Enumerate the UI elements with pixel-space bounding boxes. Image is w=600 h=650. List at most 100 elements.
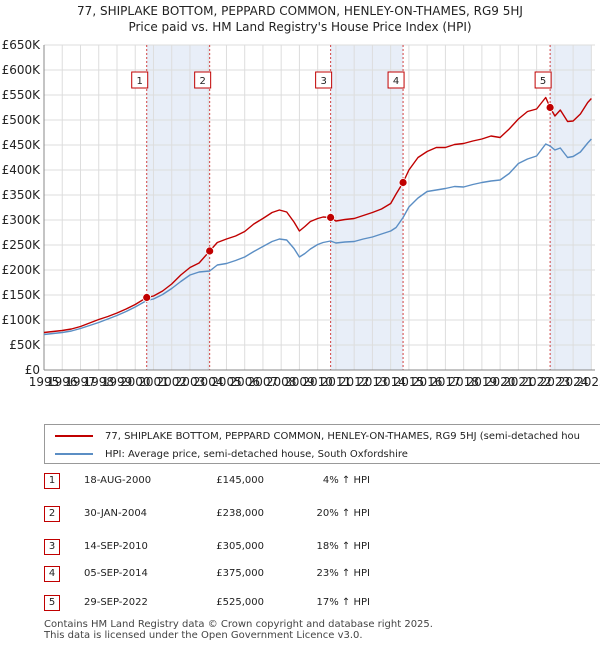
- sale-hpi-change: 17% ↑ HPI: [316, 597, 370, 608]
- x-tick-label: 2022: [521, 375, 552, 389]
- footer-licence: This data is licensed under the Open Gov…: [44, 630, 363, 641]
- y-tick-label: £500K: [2, 113, 42, 127]
- x-tick-label: 2017: [430, 375, 461, 389]
- sale-hpi-change: 4% ↑ HPI: [322, 475, 370, 486]
- sale-date: 05-SEP-2014: [84, 568, 148, 579]
- x-tick-label: 2000: [120, 375, 151, 389]
- title-line-1: 77, SHIPLAKE BOTTOM, PEPPARD COMMON, HEN…: [77, 4, 523, 18]
- price-chart: £0 £50K £100K £150K £200K £250K £300K £350K £400…: [2, 38, 600, 389]
- y-tick-label: £650K: [2, 38, 42, 52]
- sale-date: 18-AUG-2000: [84, 475, 152, 486]
- x-tick-label: 1997: [65, 375, 96, 389]
- sale-hpi-change: 18% ↑ HPI: [316, 541, 370, 552]
- footer: Contains HM Land Registry data © Crown c…: [44, 619, 433, 641]
- x-tick-label: 2010: [302, 375, 333, 389]
- sale-label-box: [315, 71, 333, 89]
- sale-point: [142, 293, 152, 302]
- x-tick-label: 2011: [321, 375, 352, 389]
- x-tick-label: 2002: [156, 375, 187, 389]
- sale-label-number: 3: [320, 76, 326, 87]
- y-tick-label: £200K: [2, 263, 42, 277]
- y-tick-label: £50K: [9, 338, 41, 352]
- sale-date: 30-JAN-2004: [84, 508, 148, 519]
- table-row: 2 30-JAN-2004 £238,000 20% ↑ HPI: [44, 505, 424, 525]
- x-tick-label: 2006: [229, 375, 260, 389]
- legend-swatch-hpi: [55, 453, 93, 455]
- x-tick-label: 2018: [448, 375, 479, 389]
- y-tick-label: £550K: [2, 88, 42, 102]
- sale-price: £305,000: [216, 541, 264, 552]
- legend-swatch-property: [55, 435, 93, 437]
- legend-label-hpi: HPI: Average price, semi-detached house,…: [105, 448, 408, 460]
- x-tick-label: 2008: [266, 375, 297, 389]
- sale-price: £375,000: [216, 568, 264, 579]
- sale-label-box: [194, 71, 212, 89]
- x-tick-label: 2016: [412, 375, 443, 389]
- shaded-band: [146, 45, 210, 370]
- footer-copyright: Contains HM Land Registry data © Crown c…: [44, 619, 433, 630]
- x-tick-label: 1995: [29, 375, 60, 389]
- sale-price: £238,000: [216, 508, 264, 519]
- x-tick-label: 2004: [193, 375, 224, 389]
- x-tick-label: 2007: [248, 375, 279, 389]
- sale-price: £145,000: [216, 475, 264, 486]
- sale-label-box: [534, 71, 552, 89]
- x-tick-label: 2015: [394, 375, 425, 389]
- chart-title: 77, SHIPLAKE BOTTOM, PEPPARD COMMON, HEN…: [0, 3, 600, 35]
- legend-label-property: 77, SHIPLAKE BOTTOM, PEPPARD COMMON, HEN…: [105, 430, 581, 442]
- x-tick-label: 2021: [503, 375, 534, 389]
- y-tick-label: £600K: [2, 63, 42, 77]
- x-tick-label: 1996: [47, 375, 78, 389]
- x-tick-label: 2019: [467, 375, 498, 389]
- x-tick-label: 2009: [284, 375, 315, 389]
- sale-label-number: 4: [393, 76, 399, 87]
- x-tick-label: 2024: [558, 375, 589, 389]
- title-line-2: Price paid vs. HM Land Registry's House …: [128, 20, 472, 34]
- sale-label-box: [131, 71, 149, 89]
- legend-item-hpi: HPI: Average price, semi-detached house,…: [55, 445, 408, 463]
- x-tick-label: 2003: [175, 375, 206, 389]
- sale-point: [398, 178, 408, 187]
- sale-label-number: 1: [137, 76, 143, 87]
- y-tick-label: £150K: [2, 288, 42, 302]
- x-tick-label: 2013: [357, 375, 388, 389]
- sale-date: 14-SEP-2010: [84, 541, 148, 552]
- sale-number-badge: 5: [44, 595, 60, 611]
- y-tick-label: £250K: [2, 238, 42, 252]
- x-tick-label: 2023: [540, 375, 571, 389]
- sale-number-badge: 4: [44, 566, 60, 582]
- shaded-band: [550, 45, 592, 370]
- y-tick-label: £400K: [2, 163, 42, 177]
- sale-number-badge: 1: [44, 473, 60, 489]
- x-tick-label: 2001: [138, 375, 169, 389]
- sale-hpi-change: 20% ↑ HPI: [316, 508, 370, 519]
- x-tick-label: 2012: [339, 375, 370, 389]
- legend: 77, SHIPLAKE BOTTOM, PEPPARD COMMON, HEN…: [44, 424, 600, 464]
- sale-hpi-change: 23% ↑ HPI: [316, 568, 370, 579]
- x-tick-label: 2025: [576, 375, 600, 389]
- table-row: 5 29-SEP-2022 £525,000 17% ↑ HPI: [44, 594, 424, 614]
- table-row: 1 18-AUG-2000 £145,000 4% ↑ HPI: [44, 472, 424, 492]
- legend-item-property: 77, SHIPLAKE BOTTOM, PEPPARD COMMON, HEN…: [55, 427, 580, 445]
- sale-point: [545, 103, 555, 112]
- sale-number-badge: 3: [44, 539, 60, 555]
- y-tick-label: £350K: [2, 188, 42, 202]
- table-row: 3 14-SEP-2010 £305,000 18% ↑ HPI: [44, 538, 424, 558]
- sale-label-box: [387, 71, 405, 89]
- y-tick-label: £300K: [2, 213, 42, 227]
- sale-number-badge: 2: [44, 506, 60, 522]
- table-row: 4 05-SEP-2014 £375,000 23% ↑ HPI: [44, 565, 424, 585]
- x-tick-label: 2020: [485, 375, 516, 389]
- x-tick-label: 1998: [83, 375, 114, 389]
- sale-price: £525,000: [216, 597, 264, 608]
- sale-label-number: 2: [199, 76, 205, 87]
- x-tick-label: 2014: [375, 375, 406, 389]
- sale-point: [205, 246, 215, 256]
- shaded-band: [330, 45, 404, 370]
- x-tick-label: 1999: [102, 375, 133, 389]
- sale-date: 29-SEP-2022: [84, 597, 148, 608]
- sale-point: [326, 213, 336, 222]
- y-tick-label: £450K: [2, 138, 42, 152]
- sale-label-number: 5: [540, 76, 546, 87]
- y-tick-label: £0: [25, 363, 40, 377]
